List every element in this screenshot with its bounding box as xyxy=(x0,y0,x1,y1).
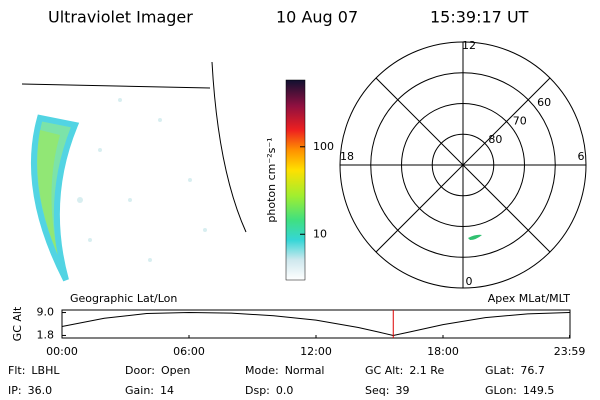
colorbar xyxy=(285,79,306,281)
date: 10 Aug 07 xyxy=(276,8,358,27)
colorbar-label: photon cm⁻²s⁻¹ xyxy=(265,137,278,222)
mlt-label: 6 xyxy=(578,150,585,163)
orbit-ylabel: GC Alt xyxy=(11,306,24,341)
x-tick-label: 12:00 xyxy=(300,345,332,358)
lat-ring xyxy=(370,72,556,258)
field-label: GLat: xyxy=(485,364,514,377)
field-value: Normal xyxy=(285,364,325,377)
lat-ring xyxy=(431,133,495,197)
field-value: 39 xyxy=(395,384,409,397)
orbit-title-left: Geographic Lat/Lon xyxy=(70,292,177,305)
field-value: 149.5 xyxy=(523,384,555,397)
auroral-spot xyxy=(468,234,482,240)
field-label: GC Alt: xyxy=(365,364,403,377)
field-label: IP: xyxy=(8,384,22,397)
footer: Flt: LBHL Door: Open Mode: Normal GC Alt: 2.1 R… xyxy=(8,364,554,397)
x-tick-label: 23:59 xyxy=(554,345,586,358)
field-label: Gain: xyxy=(125,384,154,397)
x-tick-label: 00:00 xyxy=(46,345,78,358)
y-tick-label: 1.8 xyxy=(37,328,55,341)
uv-image xyxy=(21,61,247,282)
field-value: LBHL xyxy=(31,364,60,377)
lat-label: 60 xyxy=(537,96,551,109)
orbit-title-right: Apex MLat/MLT xyxy=(488,292,571,305)
field-value: 36.0 xyxy=(28,384,53,397)
field-label: Dsp: xyxy=(245,384,270,397)
field-value: 0.0 xyxy=(276,384,294,397)
lat-label: 70 xyxy=(513,114,527,127)
time: 15:39:17 UT xyxy=(430,8,529,27)
field-value: 14 xyxy=(160,384,174,397)
field-value: Open xyxy=(161,364,190,377)
mlt-label: 18 xyxy=(340,150,354,163)
mlt-label: 0 xyxy=(466,275,473,288)
altitude-line xyxy=(61,312,570,336)
y-tick-label: 9.0 xyxy=(37,306,55,319)
colorbar-tick-label: 100 xyxy=(313,140,334,153)
field-label: Mode: xyxy=(245,364,279,377)
x-tick-label: 18:00 xyxy=(427,345,459,358)
field-label: Flt: xyxy=(8,364,25,377)
mlt-label: 12 xyxy=(462,39,476,52)
field-label: Seq: xyxy=(365,384,389,397)
lat-label: 80 xyxy=(488,133,502,146)
x-tick-label: 06:00 xyxy=(173,345,205,358)
field-value: 76.7 xyxy=(520,364,545,377)
field-label: Door: xyxy=(125,364,155,377)
lat-ring xyxy=(401,103,525,227)
instrument: Ultraviolet Imager xyxy=(48,8,193,27)
colorbar-tick-label: 10 xyxy=(313,227,327,240)
field-value: 2.1 Re xyxy=(409,364,444,377)
field-label: GLon: xyxy=(485,384,517,397)
